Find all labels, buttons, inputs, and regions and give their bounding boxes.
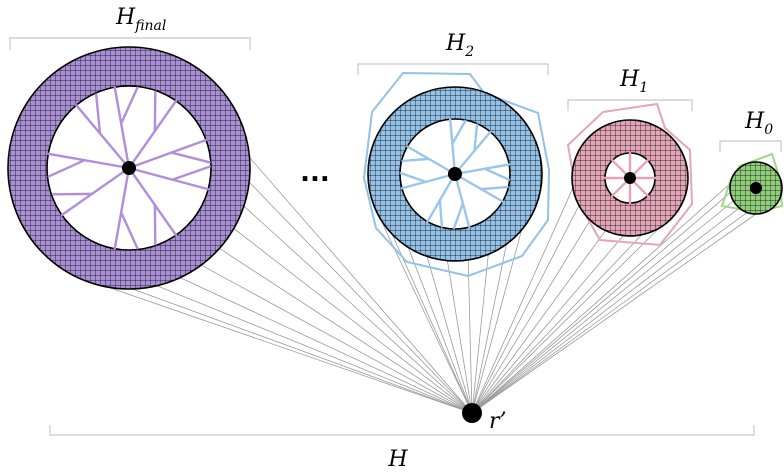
branch-line (119, 211, 139, 250)
h2-brace (357, 63, 549, 75)
branch-line (399, 171, 427, 184)
branch-line (94, 93, 102, 135)
branch-line (453, 163, 511, 176)
branch-line (113, 166, 131, 250)
projection-ray (471, 243, 507, 414)
projection-ray (471, 187, 574, 414)
h1-center-node (624, 172, 636, 184)
h0-label: H0 (744, 109, 773, 138)
h0-center-node (750, 182, 762, 194)
projection-ray (233, 228, 473, 414)
projection-ray (471, 229, 523, 414)
h2-label: H2 (445, 31, 474, 60)
branch-line (452, 202, 465, 230)
h1-brace (567, 99, 693, 111)
branch-line (400, 172, 457, 190)
h0-brace (719, 140, 782, 152)
h-total-brace (49, 425, 755, 436)
projection-ray (426, 255, 473, 414)
branch-line (438, 198, 444, 228)
h2-ring (362, 71, 551, 278)
projection-ray (200, 264, 473, 414)
branch-line (119, 86, 139, 125)
projection-ray (407, 246, 473, 414)
projection-ray (156, 285, 473, 414)
branch-line (47, 152, 131, 170)
projection-ray (243, 205, 473, 414)
projection-rays (107, 157, 757, 414)
branch-line (47, 158, 86, 178)
projection-ray (471, 207, 740, 414)
branch-line (453, 172, 504, 203)
branch-line (473, 123, 479, 153)
h-final-label: Hfinal (115, 5, 166, 34)
projection-ray (471, 200, 734, 414)
branch-line (453, 130, 492, 176)
projection-ray (107, 286, 473, 414)
branch-line (171, 165, 211, 181)
projection-ray (391, 233, 473, 414)
projection-ray (447, 260, 473, 414)
projection-ray (467, 259, 473, 414)
branch-line (449, 118, 457, 176)
projection-ray (471, 234, 643, 414)
branch-line (127, 99, 178, 170)
h-final-ring (7, 46, 251, 290)
branch-line (170, 151, 211, 164)
projection-ray (249, 157, 473, 414)
branch-line (60, 166, 131, 217)
branch-line (426, 172, 457, 223)
branch-line (453, 172, 471, 229)
h1-ring (566, 102, 694, 247)
branch-line (127, 166, 178, 237)
root-label: r’ (489, 409, 507, 434)
branch-line (401, 157, 431, 163)
h1-label: H1 (619, 67, 648, 96)
branch-line (479, 185, 509, 191)
projection-ray (471, 212, 748, 414)
root-node (462, 403, 482, 423)
h-final-brace (9, 37, 251, 50)
projection-ray (471, 227, 660, 414)
h2-branches (399, 118, 511, 230)
branch-line (127, 166, 210, 191)
projection-ray (471, 219, 591, 414)
projection-ray (471, 213, 757, 414)
projection-ray (471, 235, 624, 414)
h0-ring (720, 152, 784, 215)
projection-ray (471, 253, 489, 414)
ellipsis: ... (300, 158, 330, 188)
projection-ray (471, 230, 606, 414)
h-final-center-node (122, 161, 136, 175)
branch-line (406, 145, 457, 176)
projection-ray (248, 181, 473, 414)
branch-line (127, 138, 208, 170)
branch-line (451, 119, 467, 146)
projection-ray (471, 192, 731, 414)
projection-ray (471, 205, 580, 414)
branch-line (75, 103, 131, 170)
projection-ray (471, 183, 731, 414)
branch-line (113, 86, 131, 170)
projection-ray (218, 248, 473, 414)
h-total-label: H (387, 447, 408, 472)
h-final-branches (47, 86, 211, 250)
projection-ray (179, 277, 473, 414)
h2-center-node (448, 167, 462, 181)
branch-line (483, 167, 511, 181)
projection-ray (132, 288, 473, 414)
